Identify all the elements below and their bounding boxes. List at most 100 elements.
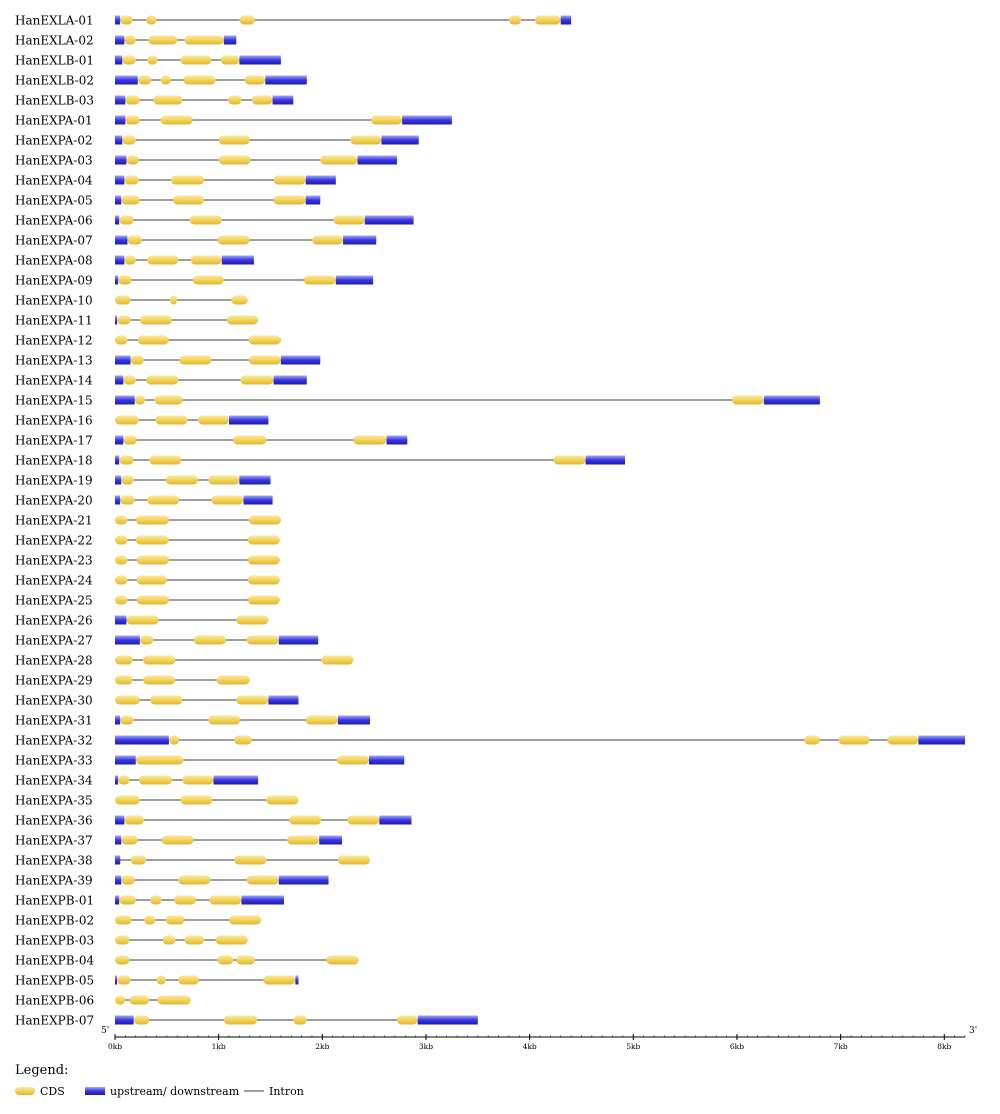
cds-exon bbox=[353, 435, 387, 445]
utr-segment bbox=[115, 715, 121, 725]
gene-row: HanEXPB-07 bbox=[15, 1014, 478, 1028]
utr-segment bbox=[243, 495, 273, 505]
legend-label: Intron bbox=[269, 1085, 304, 1098]
gene-row: HanEXPA-12 bbox=[15, 334, 281, 348]
cds-exon bbox=[246, 635, 279, 645]
gene-label: HanEXPA-30 bbox=[15, 694, 93, 708]
cds-exon bbox=[251, 95, 273, 105]
cds-exon bbox=[244, 75, 266, 85]
cds-exon bbox=[118, 775, 130, 785]
cds-exon bbox=[136, 555, 169, 565]
cds-exon bbox=[160, 115, 193, 125]
legend-item-cds: CDS bbox=[15, 1085, 65, 1098]
cds-exon bbox=[182, 775, 214, 785]
cds-exon bbox=[126, 615, 159, 625]
cds-exon bbox=[293, 1015, 307, 1025]
utr-segment bbox=[364, 215, 414, 225]
utr-segment bbox=[115, 395, 135, 405]
gene-row: HanEXPA-15 bbox=[15, 394, 820, 408]
gene-label: HanEXLB-02 bbox=[15, 74, 94, 88]
utr-segment bbox=[357, 155, 397, 165]
utr-segment bbox=[115, 275, 119, 285]
cds-exon bbox=[118, 275, 132, 285]
gene-label: HanEXPA-21 bbox=[15, 514, 93, 528]
gene-row: HanEXPA-04 bbox=[15, 174, 336, 188]
cds-exon bbox=[226, 315, 259, 325]
gene-row: HanEXPB-03 bbox=[15, 934, 248, 948]
gene-row: HanEXPA-28 bbox=[15, 654, 354, 668]
cds-exon bbox=[347, 815, 380, 825]
cds-exon bbox=[248, 515, 281, 525]
cds-exon bbox=[123, 435, 137, 445]
cds-exon bbox=[148, 35, 178, 45]
utr-segment bbox=[278, 635, 319, 645]
utr-segment bbox=[560, 15, 572, 25]
cds-exon bbox=[804, 735, 820, 745]
cds-exon bbox=[305, 715, 338, 725]
cds-exon bbox=[115, 695, 140, 705]
utr-segment bbox=[115, 55, 123, 65]
gene-label: HanEXPA-34 bbox=[15, 774, 93, 788]
utr-segment bbox=[278, 875, 329, 885]
cds-exon bbox=[508, 15, 522, 25]
utr-segment bbox=[305, 195, 321, 205]
gene-row: HanEXPB-05 bbox=[15, 974, 299, 988]
cds-exon bbox=[137, 75, 152, 85]
cds-exon bbox=[153, 95, 183, 105]
cds-exon bbox=[147, 495, 180, 505]
gene-row: HanEXPA-36 bbox=[15, 814, 412, 828]
utr-segment bbox=[343, 235, 377, 245]
cds-exon bbox=[178, 975, 199, 985]
cds-exon bbox=[139, 635, 154, 645]
cds-exon bbox=[135, 535, 169, 545]
cds-exon bbox=[125, 95, 140, 105]
gene-row: HanEXLA-02 bbox=[15, 34, 237, 48]
utr-segment bbox=[379, 815, 412, 825]
utr-segment bbox=[368, 755, 405, 765]
gene-label: HanEXPA-10 bbox=[15, 294, 93, 308]
cds-exon bbox=[119, 455, 134, 465]
cds-exon bbox=[115, 535, 128, 545]
cds-exon bbox=[120, 715, 134, 725]
gene-label: HanEXPA-35 bbox=[15, 794, 93, 808]
gene-label: HanEXPA-32 bbox=[15, 734, 93, 748]
axis-tick-label: 1kb bbox=[212, 1042, 226, 1051]
cds-exon bbox=[220, 55, 240, 65]
utr-segment bbox=[115, 895, 120, 905]
cds-exon bbox=[147, 55, 158, 65]
gene-label: HanEXPA-04 bbox=[15, 174, 93, 188]
gene-label: HanEXPA-06 bbox=[15, 214, 93, 228]
gene-label: HanEXPB-02 bbox=[15, 914, 94, 928]
cds-exon bbox=[248, 355, 281, 365]
gene-label: HanEXPB-06 bbox=[15, 994, 94, 1008]
utr-segment bbox=[335, 275, 374, 285]
utr-segment bbox=[402, 115, 452, 125]
gene-row: HanEXPA-14 bbox=[15, 374, 307, 388]
gene-row: HanEXPB-02 bbox=[15, 914, 262, 928]
utr-segment bbox=[115, 835, 122, 845]
gene-row: HanEXPA-30 bbox=[15, 694, 299, 708]
gene-label: HanEXPB-03 bbox=[15, 934, 94, 948]
cds-exon bbox=[287, 835, 320, 845]
cds-exon bbox=[115, 575, 128, 585]
gene-row: HanEXPB-01 bbox=[15, 894, 284, 908]
utr-segment bbox=[295, 975, 299, 985]
utr-segment bbox=[115, 35, 125, 45]
legend-label: upstream/ downstream bbox=[110, 1085, 240, 1098]
cds-exon bbox=[160, 75, 171, 85]
utr-segment bbox=[115, 875, 122, 885]
cds-exon bbox=[396, 1015, 418, 1025]
gene-row: HanEXPA-21 bbox=[15, 514, 281, 528]
cds-exon bbox=[247, 575, 280, 585]
utr-segment bbox=[115, 775, 119, 785]
cds-exon bbox=[161, 835, 194, 845]
axis-tick-label: 7kb bbox=[834, 1042, 848, 1051]
utr-segment bbox=[223, 35, 237, 45]
utr-segment bbox=[115, 975, 118, 985]
cds-exon bbox=[184, 935, 205, 945]
gene-row: HanEXPA-25 bbox=[15, 594, 280, 608]
cds-exon bbox=[838, 735, 870, 745]
gene-label: HanEXPA-36 bbox=[15, 814, 93, 828]
gene-row: HanEXPA-10 bbox=[15, 294, 248, 308]
cds-exon bbox=[189, 215, 222, 225]
